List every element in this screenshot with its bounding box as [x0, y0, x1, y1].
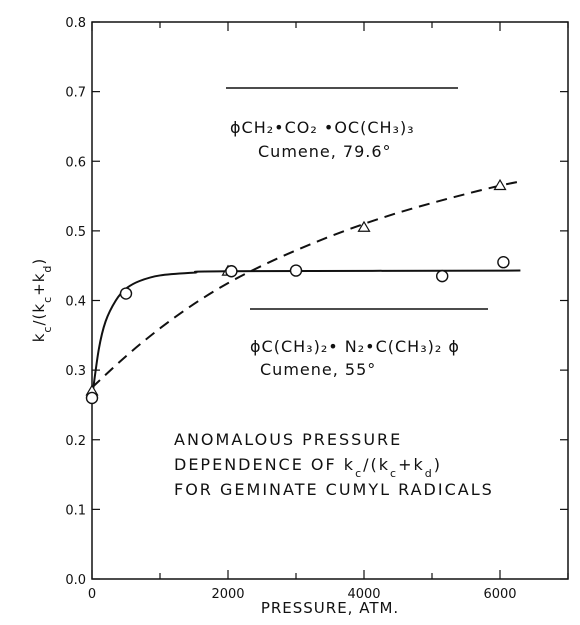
annotation-line-2: DEPENDENCE OF kc/(kc+kd): [174, 455, 442, 480]
y-tick-label: 0.5: [65, 225, 86, 240]
series-perester-curve: [91, 180, 521, 389]
y-axis-label: kc/(kc+kd): [30, 258, 54, 343]
x-tick-label: 6000: [483, 587, 516, 602]
y-tick-label: 0.4: [65, 295, 86, 310]
markers: [85, 178, 510, 405]
x-axis-label: PRESSURE, ATM.: [261, 599, 399, 617]
y-axis-ticks: 0.0 0.1 0.2 0.3 0.4 0.5 0.6 0.7 0.8: [65, 16, 568, 588]
data-point-circle: [289, 264, 303, 277]
data-point-circle: [119, 287, 133, 300]
data-point-circle: [225, 265, 238, 278]
series-azo-curve: [91, 269, 521, 399]
x-axis-ticks: 0 2000 4000 6000: [88, 22, 569, 602]
legend-perester-condition: Cumene, 79.6°: [258, 142, 392, 161]
x-tick-label: 4000: [347, 587, 380, 602]
curves: [91, 180, 521, 399]
y-tick-label: 0.7: [65, 86, 86, 101]
y-tick-label: 0.8: [65, 16, 86, 31]
data-point-circle: [85, 391, 99, 405]
x-tick-label: 0: [88, 587, 96, 602]
y-tick-label: 0.1: [65, 503, 86, 518]
annotation-line-1: ANOMALOUS PRESSURE: [174, 430, 402, 449]
y-tick-label: 0.0: [65, 573, 86, 588]
y-tick-label: 0.6: [65, 155, 86, 170]
annotation-line-3: FOR GEMINATE CUMYL RADICALS: [174, 480, 494, 499]
x-tick-label: 2000: [211, 587, 244, 602]
data-point-triangle: [493, 178, 507, 191]
y-tick-label: 0.3: [65, 364, 86, 379]
legend-azo-formula: ϕC(CH₃)₂• N₂•C(CH₃)₂ ϕ: [250, 337, 460, 356]
data-point-triangle: [357, 220, 371, 232]
data-point-circle: [497, 256, 510, 269]
data-point-circle: [436, 269, 449, 283]
legend-azo-condition: Cumene, 55°: [260, 360, 376, 379]
y-tick-label: 0.2: [65, 434, 86, 449]
legend-perester-formula: ϕCH₂•CO₂ •OC(CH₃)₃: [230, 118, 415, 137]
